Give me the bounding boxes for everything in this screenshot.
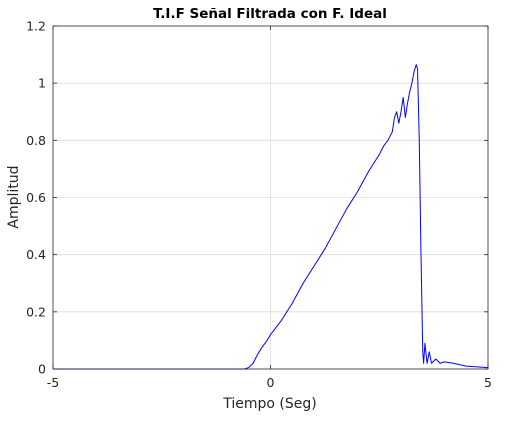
x-tick-label: -5 [47,375,59,390]
plot-frame [52,25,489,370]
y-tick-label: 1 [38,76,46,91]
y-tick-label: 0 [38,362,46,377]
y-tick-label: 0.2 [26,304,46,319]
series-line-0 [53,64,489,370]
y-tick-label: 0.4 [26,247,46,262]
y-axis-label: Amplitud [6,165,22,228]
x-tick-label: 0 [267,375,275,390]
x-tick-label: 5 [484,375,492,390]
y-tick-label: 0.8 [26,133,46,148]
tick-labels: 00.20.40.60.811.2-5 0 5 [26,19,492,391]
grid [53,26,488,369]
y-tick-label: 1.2 [26,19,46,34]
y-tick-label: 0.6 [26,190,46,205]
x-axis-label: Tiempo (Seg) [222,396,316,412]
chart-title: T.I.F Señal Filtrada con F. Ideal [153,6,387,22]
series-layer [53,64,489,370]
